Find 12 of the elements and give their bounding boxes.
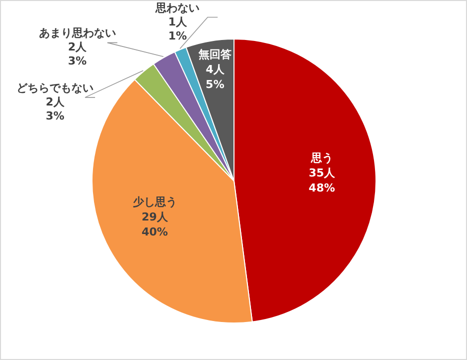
slice-label: あまり思わない (38, 26, 116, 40)
slice-label: 少し思う (132, 195, 177, 208)
data-label: 29人 40% (142, 210, 169, 238)
slice-label: どちらでもない (16, 81, 94, 94)
data-label: 2人 3% (68, 40, 88, 68)
data-label: 2人 3% (46, 95, 66, 122)
data-label: 4人 5% (206, 62, 226, 91)
data-label: 35人 48% (308, 166, 336, 194)
data-label: 1人 1% (168, 15, 188, 42)
slice-label: 思う (310, 151, 333, 164)
slice-label: 思わない (154, 1, 200, 14)
slice-label: 無回答 (198, 48, 233, 61)
